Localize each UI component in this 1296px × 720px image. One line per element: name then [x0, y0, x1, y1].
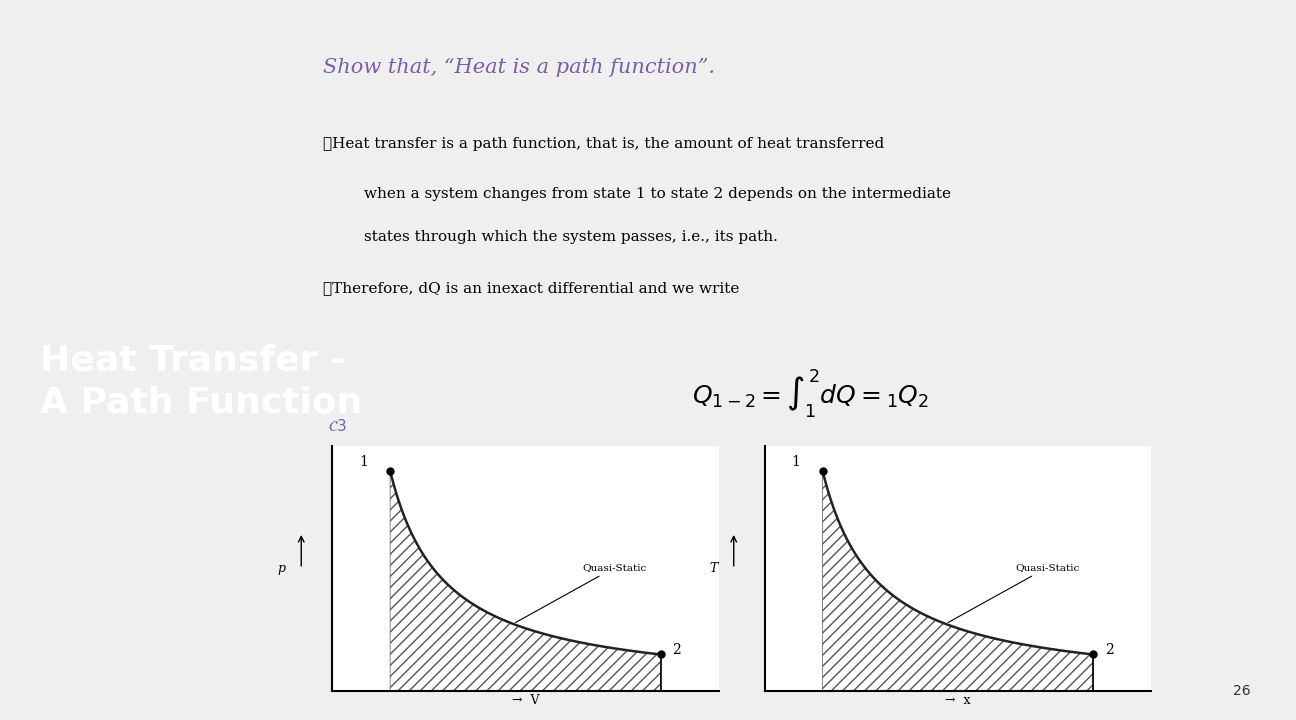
- Text: 1: 1: [792, 455, 801, 469]
- X-axis label: →  V: → V: [512, 694, 539, 707]
- Text: Quasi-Static: Quasi-Static: [516, 563, 647, 623]
- Polygon shape: [823, 471, 1093, 691]
- Text: Show that, “Heat is a path function”.: Show that, “Heat is a path function”.: [323, 58, 715, 77]
- Text: Quasi-Static: Quasi-Static: [947, 563, 1080, 623]
- Text: 2: 2: [673, 644, 680, 657]
- Text: 26: 26: [1232, 685, 1251, 698]
- X-axis label: →  x: → x: [945, 694, 971, 707]
- Text: ❖Heat transfer is a path function, that is, the amount of heat transferred: ❖Heat transfer is a path function, that …: [323, 137, 884, 150]
- Text: $Q_{1-2} = \int_1^2 dQ = {_1}Q_2$: $Q_{1-2} = \int_1^2 dQ = {_1}Q_2$: [692, 367, 929, 420]
- Text: states through which the system passes, i.e., its path.: states through which the system passes, …: [364, 230, 778, 244]
- Text: 2: 2: [1104, 644, 1113, 657]
- Text: $Q_{1-2} = \int_1^2 T\,d\sigma$: $Q_{1-2} = \int_1^2 T\,d\sigma$: [920, 634, 1032, 667]
- Text: p: p: [277, 562, 286, 575]
- Text: $W_{1-2} = \int_1^2 p\,dV$: $W_{1-2} = \int_1^2 p\,dV$: [448, 634, 565, 667]
- Text: 1: 1: [359, 455, 368, 469]
- Text: ❖Therefore, dQ is an inexact differential and we write: ❖Therefore, dQ is an inexact differentia…: [323, 281, 739, 294]
- Text: $\mathcal{C}3$: $\mathcal{C}3$: [328, 418, 347, 433]
- Polygon shape: [390, 471, 661, 691]
- Text: Heat Transfer -
A Path Function: Heat Transfer - A Path Function: [40, 343, 362, 420]
- Text: when a system changes from state 1 to state 2 depends on the intermediate: when a system changes from state 1 to st…: [364, 187, 951, 201]
- Text: T: T: [710, 562, 718, 575]
